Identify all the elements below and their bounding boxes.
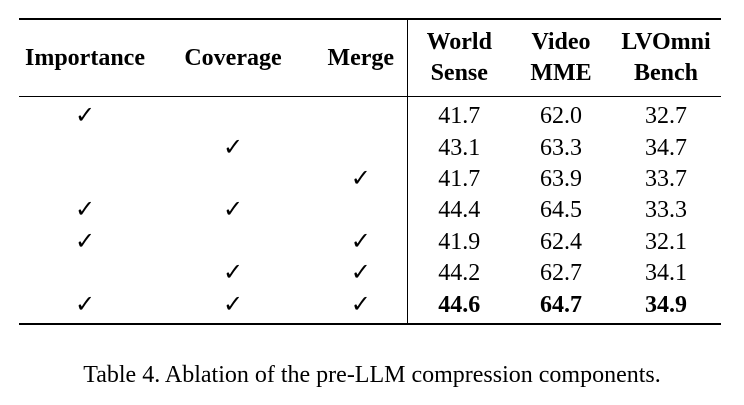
cell-coverage: ✓ [222, 260, 244, 287]
cell-worldsense: 41.7 [406, 96, 511, 133]
cell-videomme: 64.7 [540, 291, 582, 318]
cell-importance [19, 164, 151, 195]
ablation-table: Importance Coverage Merge World Sense Vi… [19, 18, 721, 325]
cell-coverage: ✓ [222, 197, 244, 224]
header-videomme: Video MME [511, 19, 611, 97]
cell-importance: ✓ [74, 197, 96, 224]
table-row: ✓ ✓ 44.2 62.7 34.1 [19, 257, 721, 290]
table-row: ✓ ✓ 41.9 62.4 32.1 [19, 226, 721, 258]
cell-worldsense: 43.1 [406, 132, 511, 164]
cell-videomme: 62.0 [540, 103, 582, 130]
cell-merge: ✓ [350, 228, 371, 255]
cell-videomme: 64.5 [540, 197, 582, 224]
header-worldsense: World Sense [406, 19, 511, 97]
cell-lvomnibench: 33.3 [645, 197, 687, 224]
header-videomme-line2: MME [530, 60, 592, 86]
cell-lvomnibench: 33.7 [645, 165, 687, 192]
header-coverage: Coverage [151, 19, 315, 97]
header-merge-line1: Merge [327, 44, 395, 71]
cell-lvomnibench: 34.7 [645, 134, 687, 161]
cell-merge [315, 132, 407, 163]
cell-coverage: ✓ [222, 291, 244, 318]
cell-worldsense: 41.9 [406, 226, 511, 258]
header-lvomnibench-line2: Bench [633, 60, 698, 86]
cell-merge [315, 195, 407, 226]
cell-merge [315, 97, 407, 133]
cell-videomme: 62.4 [540, 228, 582, 255]
header-row: Importance Coverage Merge World Sense Vi… [19, 19, 721, 97]
cell-coverage [151, 164, 315, 195]
header-videomme-line1: Video [531, 29, 591, 55]
cell-importance: ✓ [74, 103, 96, 130]
cell-worldsense: 41.7 [406, 163, 511, 196]
cell-lvomnibench: 32.7 [645, 103, 687, 130]
cell-worldsense: 44.4 [406, 195, 511, 227]
table-row: ✓ ✓ 44.4 64.5 33.3 [19, 195, 721, 227]
header-worldsense-line1: World [426, 29, 492, 55]
header-worldsense-line2: Sense [430, 60, 488, 86]
cell-importance: ✓ [74, 291, 96, 318]
header-importance-line1: Importance [25, 44, 145, 71]
cell-lvomnibench: 32.1 [645, 228, 687, 255]
cell-worldsense: 44.2 [406, 257, 511, 290]
cell-videomme: 63.3 [540, 134, 582, 161]
header-lvomnibench: LVOmni Bench [611, 19, 721, 97]
cell-importance [19, 132, 151, 163]
table-row: ✓ 41.7 63.9 33.7 [19, 163, 721, 196]
table-row-best: ✓ ✓ ✓ 44.6 64.7 34.9 [19, 289, 721, 324]
cell-worldsense: 44.6 [406, 289, 511, 324]
cell-importance: ✓ [74, 228, 96, 255]
cell-videomme: 62.7 [540, 260, 582, 287]
header-importance: Importance [19, 19, 151, 97]
header-lvomnibench-line1: LVOmni [621, 29, 711, 55]
table-caption: Table 4. Ablation of the pre-LLM compres… [83, 362, 661, 388]
cell-merge: ✓ [350, 165, 371, 192]
cell-coverage [151, 227, 315, 258]
cell-lvomnibench: 34.1 [645, 260, 687, 287]
table-row: ✓ 41.7 62.0 32.7 [19, 96, 721, 133]
cell-importance [19, 258, 151, 289]
cell-merge: ✓ [350, 260, 371, 287]
header-merge: Merge [315, 19, 407, 97]
cell-lvomnibench: 34.9 [645, 291, 687, 318]
header-coverage-line1: Coverage [184, 44, 282, 71]
cell-videomme: 63.9 [540, 165, 582, 192]
cell-coverage: ✓ [222, 134, 244, 161]
cell-coverage [151, 97, 315, 133]
cell-merge: ✓ [350, 291, 371, 318]
table-row: ✓ 43.1 63.3 34.7 [19, 132, 721, 164]
